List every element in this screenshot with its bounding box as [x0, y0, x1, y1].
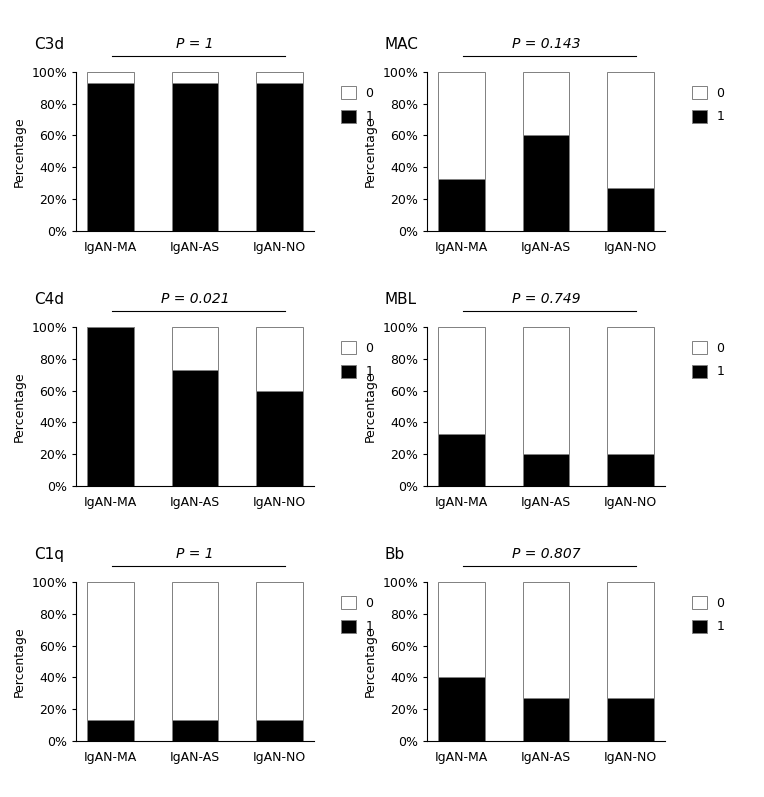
- Text: P = 1: P = 1: [176, 37, 214, 51]
- Text: MBL: MBL: [385, 292, 417, 307]
- Bar: [523, 135, 569, 231]
- Bar: [607, 582, 654, 698]
- Bar: [87, 83, 134, 231]
- Y-axis label: Percentage: Percentage: [13, 116, 26, 186]
- Text: P = 0.749: P = 0.749: [512, 292, 581, 306]
- Text: P = 0.807: P = 0.807: [512, 547, 581, 561]
- Bar: [607, 188, 654, 231]
- Bar: [439, 582, 485, 677]
- Bar: [172, 370, 219, 486]
- Bar: [439, 434, 485, 486]
- Bar: [256, 582, 303, 720]
- Bar: [172, 83, 219, 231]
- Text: Bb: Bb: [385, 547, 405, 562]
- Y-axis label: Percentage: Percentage: [364, 626, 377, 697]
- Legend: 0, 1: 0, 1: [687, 591, 730, 638]
- Y-axis label: Percentage: Percentage: [13, 371, 26, 442]
- Bar: [256, 327, 303, 391]
- Text: C3d: C3d: [34, 37, 64, 52]
- Bar: [607, 698, 654, 741]
- Bar: [256, 83, 303, 231]
- Bar: [607, 72, 654, 188]
- Bar: [172, 327, 219, 370]
- Bar: [439, 677, 485, 741]
- Legend: 0, 1: 0, 1: [335, 591, 378, 638]
- Bar: [87, 72, 134, 83]
- Bar: [607, 454, 654, 486]
- Bar: [523, 327, 569, 454]
- Bar: [256, 720, 303, 741]
- Bar: [439, 179, 485, 231]
- Bar: [523, 698, 569, 741]
- Bar: [256, 72, 303, 83]
- Bar: [439, 72, 485, 179]
- Bar: [87, 327, 134, 486]
- Y-axis label: Percentage: Percentage: [364, 116, 377, 186]
- Bar: [607, 327, 654, 454]
- Y-axis label: Percentage: Percentage: [364, 371, 377, 442]
- Legend: 0, 1: 0, 1: [335, 336, 378, 383]
- Bar: [172, 582, 219, 720]
- Bar: [439, 327, 485, 434]
- Text: P = 0.021: P = 0.021: [160, 292, 229, 306]
- Text: P = 0.143: P = 0.143: [512, 37, 581, 51]
- Text: C1q: C1q: [34, 547, 63, 562]
- Bar: [523, 72, 569, 135]
- Legend: 0, 1: 0, 1: [687, 81, 730, 128]
- Legend: 0, 1: 0, 1: [335, 81, 378, 128]
- Bar: [172, 720, 219, 741]
- Text: C4d: C4d: [34, 292, 63, 307]
- Bar: [256, 391, 303, 486]
- Legend: 0, 1: 0, 1: [687, 336, 730, 383]
- Text: P = 1: P = 1: [176, 547, 214, 561]
- Bar: [87, 720, 134, 741]
- Y-axis label: Percentage: Percentage: [13, 626, 26, 697]
- Bar: [87, 582, 134, 720]
- Bar: [523, 582, 569, 698]
- Text: MAC: MAC: [385, 37, 419, 52]
- Bar: [523, 454, 569, 486]
- Bar: [172, 72, 219, 83]
